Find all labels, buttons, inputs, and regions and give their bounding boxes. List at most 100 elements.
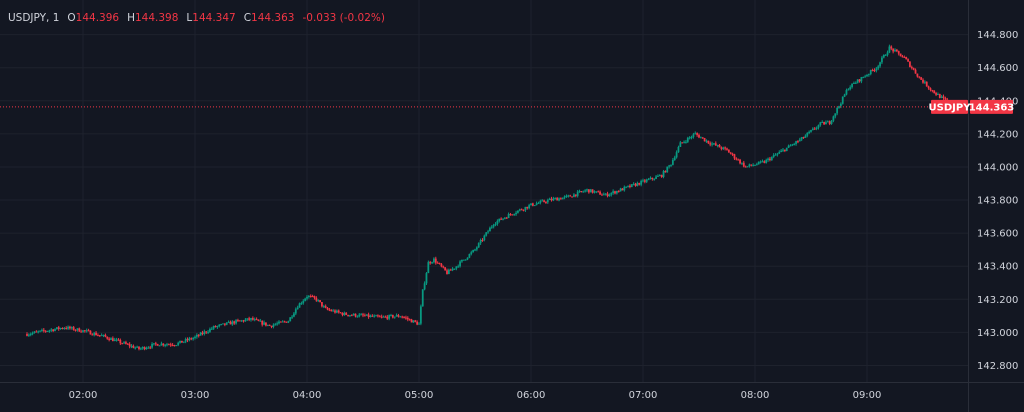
candle [552,196,555,202]
candle-body [929,88,932,91]
candle [474,248,476,252]
candle-body [429,262,432,264]
candle [35,330,38,333]
candle-body [89,330,92,335]
candle-body [556,198,559,201]
candle-body [940,96,943,98]
time-tick-label: 05:00 [405,390,434,401]
candle-body [888,46,891,53]
candle-body [406,317,409,320]
candle [606,191,609,198]
candle [85,328,88,333]
candle-body [593,191,596,193]
candle [664,170,667,173]
candle-body [632,183,635,185]
candle [179,340,181,344]
candle [617,190,620,193]
candle-body [778,152,781,154]
candle [888,44,891,54]
candle-body [561,197,564,200]
candle-body [612,191,615,194]
legend-symbol-interval[interactable]: USDJPY, 1 [8,12,60,24]
candle-body [427,262,430,274]
candle [265,322,267,327]
candle-body [309,295,312,297]
candle-body [41,329,43,331]
candle-body [828,121,831,124]
candle-body [31,332,34,334]
candle-body [70,327,73,329]
candle-body [860,77,863,82]
candle-body [608,194,611,197]
candle-body [763,161,766,163]
candle [530,203,532,206]
candle-body [390,315,392,317]
candle [332,308,335,312]
candle [119,338,122,345]
candle [279,321,282,323]
candle-body [321,302,323,307]
candle [421,289,424,307]
candle-body [278,321,280,324]
candle [457,264,460,268]
candle [823,121,825,125]
candle [436,261,439,264]
candle-body [449,269,452,271]
candle-body [810,130,812,132]
candle [634,182,637,187]
candle [793,142,796,146]
candle [619,187,622,192]
candle-body [93,332,96,336]
candle-body [373,315,376,317]
candle-body [735,158,738,160]
candle-body [483,235,486,241]
candle-body [220,324,223,326]
candle-body [87,330,90,332]
candle [636,181,639,187]
candle-body [195,334,198,337]
candle-body [412,320,415,323]
candle-body [83,330,86,332]
candle [931,89,934,93]
candle [879,61,881,68]
candle [509,213,512,216]
candle-body [642,180,644,182]
candle [395,313,398,317]
candle-body [419,306,422,324]
candle [614,190,616,195]
candle-body [548,198,551,201]
candle [110,337,112,341]
candle [897,50,900,56]
candle-body [54,329,56,332]
candle [433,257,435,264]
candle [933,90,936,94]
candle [937,92,939,96]
candle-body [393,316,396,318]
candle [209,327,211,333]
candle [905,56,908,60]
candle-body [933,90,936,93]
candle-body [927,86,930,89]
candle-body [520,209,523,211]
candle-body [479,240,482,244]
candle-body [481,240,484,242]
candle-body [787,145,790,148]
candle-body [925,81,928,87]
candle-body [586,189,588,191]
candle-body [82,330,84,332]
candle [810,129,812,133]
candle-body [190,338,193,340]
candle-body [881,57,883,63]
candle-body [515,212,517,215]
candle [102,334,105,338]
candle-body [554,198,557,200]
candle-body [100,335,103,337]
candle-body [104,334,107,337]
candle [134,346,137,350]
candle [300,301,303,305]
candle [373,314,376,318]
candle [711,141,713,147]
candle-body [384,316,387,318]
